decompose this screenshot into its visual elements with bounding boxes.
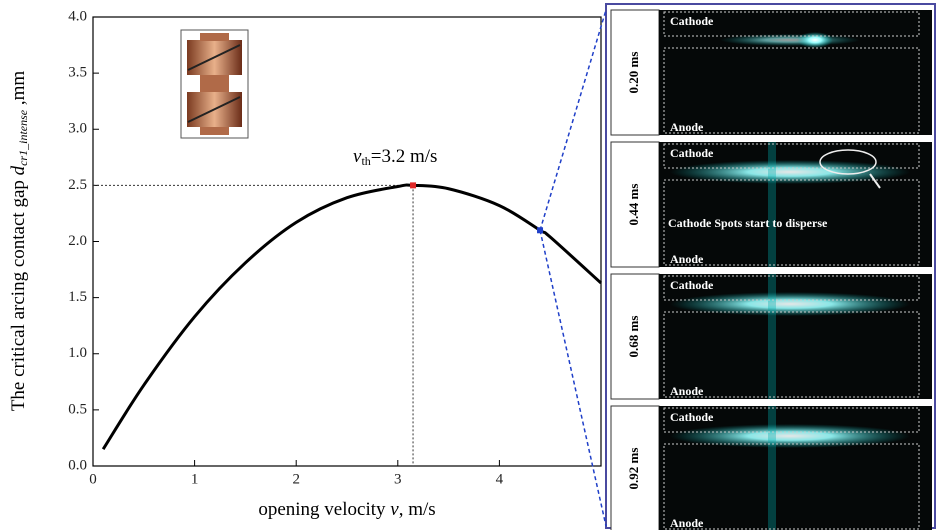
arc-glow: [670, 292, 910, 316]
x-tick-label: 3: [394, 471, 402, 487]
marker: [410, 182, 417, 189]
arc-column: [768, 142, 776, 267]
x-label-text: , m/s: [399, 499, 436, 520]
panel-time: 0.20 ms: [626, 52, 641, 94]
y-label-text: The critical arcing contact gap: [8, 175, 29, 411]
cathode-box: [663, 275, 920, 301]
panel-time: 0.92 ms: [626, 448, 641, 490]
annotation-text: =3.2 m/s: [371, 146, 438, 167]
anode-box: [663, 179, 920, 266]
cathode-box: [663, 11, 920, 37]
cathode-label: Cathode: [670, 146, 714, 160]
x-axis-label: opening velocity v, m/s: [258, 499, 435, 520]
arc-glow: [670, 424, 910, 448]
y-tick-label: 0.5: [68, 401, 87, 417]
panel-label-box: [610, 273, 660, 400]
y-tick-label: 0.0: [68, 457, 87, 473]
panel-image: [659, 10, 932, 135]
arc-glow: [670, 160, 910, 184]
cathode-box: [663, 143, 920, 169]
y-label-text: cr1_intense: [16, 109, 30, 166]
anode-label: Anode: [670, 120, 704, 134]
panel-time: 0.44 ms: [626, 184, 641, 226]
data-line: [101, 183, 603, 450]
cathode-box: [663, 407, 920, 433]
y-tick-label: 2.0: [68, 233, 87, 249]
y-tick-label: 4.0: [68, 8, 87, 24]
anode-label: Anode: [670, 516, 704, 530]
cathode-label: Cathode: [670, 410, 714, 424]
y-tick-label: 3.5: [68, 65, 87, 81]
y-axis-label: The critical arcing contact gap dcr1_int…: [8, 71, 29, 412]
annotation: vth=3.2 m/s: [353, 146, 437, 167]
arc-glow: [797, 32, 833, 48]
x-tick-label: 4: [496, 471, 504, 487]
panel-label-box: [610, 405, 660, 530]
note-circle: [819, 149, 877, 175]
inset-image: [180, 29, 249, 139]
note: Cathode Spots start to disperse: [668, 216, 828, 230]
note-arrow: [869, 173, 881, 189]
y-tick-label: 1.5: [68, 289, 87, 305]
panels: 0.20 ms Cathode Anode 0.44 ms Cathode Anode Ca…: [605, 3, 936, 530]
anode-box: [663, 443, 920, 530]
x-tick-label: 1: [191, 471, 199, 487]
annotation-text: v: [353, 146, 362, 167]
zoom-line: [539, 9, 607, 231]
panel-label-box: [610, 9, 660, 136]
anode-label: Anode: [670, 252, 704, 266]
x-tick-label: 2: [292, 471, 300, 487]
marker: [537, 227, 544, 234]
y-label-text: d: [8, 165, 29, 175]
x-tick-label: 0: [89, 471, 97, 487]
y-tick-label: 1.0: [68, 345, 87, 361]
y-label-text: ,mm: [8, 71, 29, 110]
plot-frame: [92, 16, 602, 467]
x-label-text: v: [390, 499, 399, 520]
panel-label-box: [610, 141, 660, 268]
anode-box: [663, 311, 920, 398]
anode-label: Anode: [670, 384, 704, 398]
annotation-text: th: [361, 154, 370, 168]
anode-box: [663, 47, 920, 134]
x-label-text: opening velocity: [258, 499, 390, 520]
arc-column: [768, 406, 776, 530]
cathode-label: Cathode: [670, 278, 714, 292]
cathode-label: Cathode: [670, 14, 714, 28]
zoom-line: [539, 230, 607, 527]
panel-time: 0.68 ms: [626, 316, 641, 358]
y-tick-label: 3.0: [68, 121, 87, 137]
arc-column: [768, 274, 776, 399]
y-tick-label: 2.5: [68, 177, 87, 193]
